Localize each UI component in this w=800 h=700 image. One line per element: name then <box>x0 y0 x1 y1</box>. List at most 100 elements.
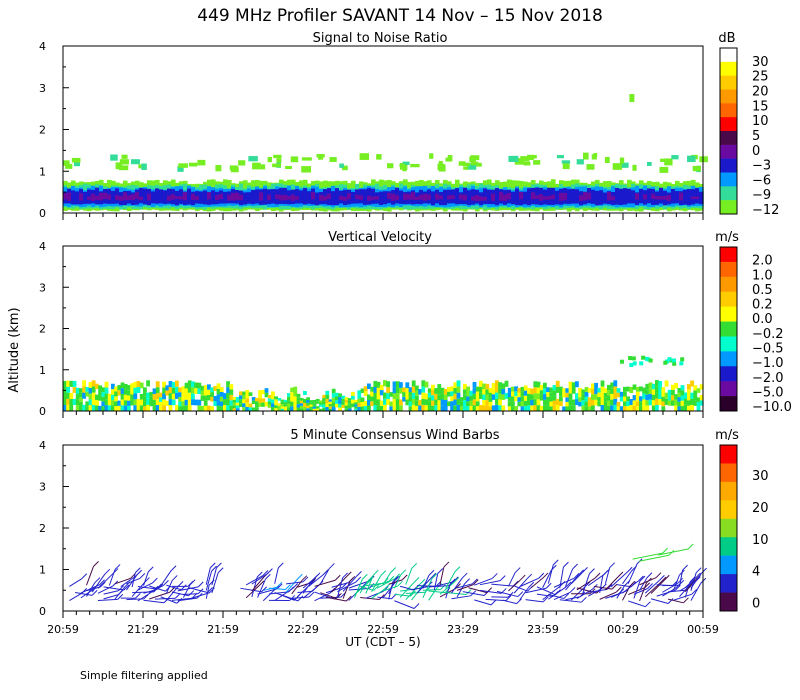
wind-barb <box>536 593 554 597</box>
wind-barb <box>97 598 118 601</box>
vv-cell <box>495 386 499 393</box>
wind-barb-flag <box>188 590 195 597</box>
snr-cell <box>551 194 556 200</box>
vv-cell <box>383 404 387 411</box>
vv-cell <box>696 397 701 402</box>
vv-cell <box>421 386 426 393</box>
vv-cell <box>479 386 483 393</box>
vv-cell <box>616 392 621 398</box>
snr-cell <box>315 192 320 206</box>
vv-cell <box>693 400 698 406</box>
vv-cell <box>232 396 237 400</box>
vv-cell <box>392 399 397 406</box>
vv-cell <box>591 394 595 400</box>
vv-cell <box>594 388 598 395</box>
vv-cell <box>383 392 387 399</box>
vv-cell <box>632 361 637 366</box>
vv-cell <box>354 402 358 405</box>
wind-barb-flag <box>216 562 222 569</box>
snr-cell <box>588 164 593 168</box>
vv-cell <box>194 382 198 389</box>
snr-cell <box>235 192 240 201</box>
vv-cell <box>88 393 93 400</box>
vv-cell <box>363 406 368 411</box>
snr-cell <box>483 196 488 201</box>
wind-barb <box>165 580 173 594</box>
vv-cell <box>498 393 502 400</box>
vv-cell <box>104 387 109 394</box>
snr-cell <box>342 165 348 171</box>
vv-cell <box>571 399 576 406</box>
wind-barb-flag <box>258 580 265 587</box>
vv-cell <box>111 394 115 401</box>
wind-barb <box>245 575 264 586</box>
wind-barb <box>274 567 279 584</box>
vv-cell <box>229 389 234 395</box>
wind-barb-flag <box>538 572 545 579</box>
snr-cell <box>675 191 680 204</box>
snr-cell <box>295 196 300 200</box>
wind-barb-flag <box>117 594 124 600</box>
vv-cell <box>405 382 410 389</box>
vv-cell <box>648 382 653 389</box>
vv-cell <box>616 406 621 411</box>
vv-cell <box>472 399 477 406</box>
vv-cell <box>619 406 624 411</box>
vv-cell <box>306 400 310 403</box>
wind-barb-flag <box>180 584 187 591</box>
vv-cell <box>136 381 141 388</box>
vv-cell <box>690 398 694 405</box>
colorbar-swatch <box>720 445 737 464</box>
snr-cell <box>119 196 124 201</box>
vv-cell <box>610 399 614 406</box>
vv-cell <box>424 381 429 388</box>
vv-cell <box>488 392 493 398</box>
vv-cell <box>651 394 656 401</box>
plot-area <box>63 94 708 609</box>
wind-barb-flag <box>668 549 675 556</box>
snr-cell <box>515 188 520 205</box>
colorbar-swatch <box>720 351 737 367</box>
wind-barb-flag <box>136 569 143 576</box>
colorbar-swatch <box>720 172 737 187</box>
wind-barb <box>422 575 430 589</box>
vv-cell <box>613 398 618 405</box>
vv-cell <box>674 405 678 411</box>
wind-barb <box>382 572 392 585</box>
colorbars: 302520151050−3−6−9−122.01.00.50.20.0−0.2… <box>719 47 792 612</box>
vv-cell <box>559 386 563 392</box>
vv-cell <box>373 398 378 405</box>
wind-barb-flag <box>563 561 569 568</box>
vv-cell <box>258 402 262 407</box>
y-tick-label: 0 <box>39 207 46 220</box>
wind-barb <box>559 567 564 589</box>
vv-cell <box>635 401 640 407</box>
vv-cell <box>501 394 506 400</box>
vv-cell <box>677 401 682 407</box>
y-tick-label: 3 <box>39 82 46 95</box>
vv-cell <box>226 393 230 400</box>
vv-cell <box>223 399 227 406</box>
colorbar-swatch <box>720 481 737 501</box>
vv-cell <box>677 387 682 393</box>
vv-cell <box>639 401 643 407</box>
vv-cell <box>424 405 429 411</box>
wind-barb <box>570 571 583 585</box>
vv-cell <box>507 397 512 402</box>
snr-cell <box>462 162 470 167</box>
vv-cell <box>155 405 160 411</box>
vv-cell <box>549 387 554 393</box>
vv-cell <box>370 396 374 402</box>
wind-barb-flag <box>314 572 321 579</box>
vv-cell <box>693 385 698 391</box>
vv-cell <box>591 388 595 395</box>
wind-barb-flag <box>667 598 674 604</box>
vv-cell <box>338 393 342 397</box>
wind-barb-flag <box>392 576 399 583</box>
vv-cell <box>485 400 490 406</box>
wind-barb <box>268 591 289 595</box>
vv-cell <box>517 392 522 398</box>
vv-cell <box>139 393 144 400</box>
vv-cell <box>411 404 416 411</box>
wind-barbs <box>69 543 707 609</box>
